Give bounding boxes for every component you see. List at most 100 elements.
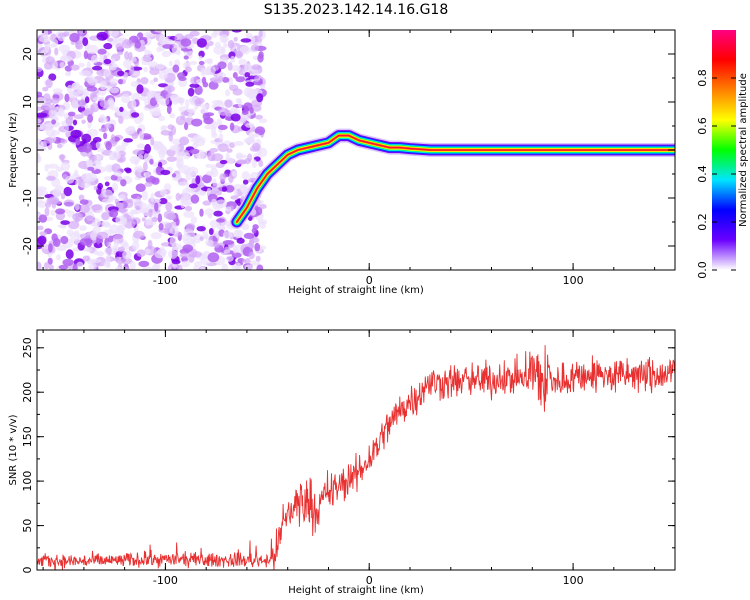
snr-y-tick-label: 50 xyxy=(21,519,34,533)
noise-blob xyxy=(216,218,225,223)
noise-blob xyxy=(150,136,155,146)
noise-blob xyxy=(119,106,124,112)
noise-blob xyxy=(165,202,173,212)
noise-blob xyxy=(65,175,75,184)
noise-blob xyxy=(87,166,95,171)
noise-blob xyxy=(155,63,165,70)
spectrogram-y-tick-label: -10 xyxy=(21,189,34,207)
noise-blob xyxy=(90,104,96,112)
noise-blob xyxy=(217,143,229,152)
noise-blob xyxy=(199,191,207,196)
noise-blob xyxy=(225,255,234,262)
noise-blob xyxy=(202,200,212,206)
noise-blob xyxy=(205,66,211,76)
spectrogram-y-tick-label: -20 xyxy=(21,237,34,255)
noise-blob xyxy=(223,43,228,48)
noise-blob xyxy=(87,114,94,123)
noise-blob xyxy=(134,60,139,67)
noise-blob xyxy=(98,116,108,124)
noise-blob xyxy=(218,133,224,141)
noise-blob xyxy=(41,102,52,111)
noise-blob xyxy=(175,218,180,226)
noise-blob xyxy=(86,77,96,83)
noise-blob xyxy=(180,38,192,47)
noise-blob xyxy=(79,225,87,232)
noise-blob xyxy=(38,35,51,43)
noise-blob xyxy=(147,61,158,68)
noise-blob xyxy=(211,132,218,139)
noise-blob xyxy=(65,249,74,260)
noise-blob xyxy=(37,225,44,231)
noise-blob xyxy=(166,156,177,163)
noise-blob xyxy=(96,31,108,41)
noise-blob xyxy=(176,158,184,167)
noise-blob xyxy=(232,72,238,79)
noise-blob xyxy=(109,156,116,161)
noise-blob xyxy=(156,166,162,173)
noise-blob xyxy=(199,208,204,217)
noise-blob xyxy=(224,109,229,115)
noise-blob xyxy=(199,236,204,241)
noise-blob xyxy=(256,93,264,103)
noise-blob xyxy=(169,145,181,152)
noise-blob xyxy=(85,172,97,182)
noise-blob xyxy=(124,51,130,60)
noise-blob xyxy=(210,164,217,171)
noise-blob xyxy=(205,163,212,168)
noise-blob xyxy=(245,258,251,265)
noise-blob xyxy=(158,223,164,231)
noise-blob xyxy=(46,175,56,181)
noise-blob xyxy=(224,99,233,108)
noise-blob xyxy=(229,122,235,131)
noise-blob xyxy=(156,46,162,53)
noise-blob xyxy=(168,60,173,67)
colorbar-tick-label: 0.2 xyxy=(696,213,709,231)
snr-y-tick-label: 250 xyxy=(21,337,34,358)
noise-blob xyxy=(217,61,227,70)
noise-blob xyxy=(48,264,55,270)
noise-blob xyxy=(117,51,124,56)
noise-blob xyxy=(236,237,245,244)
noise-blob xyxy=(45,78,53,89)
noise-blob xyxy=(243,87,254,97)
noise-blob xyxy=(184,205,193,212)
noise-blob xyxy=(179,136,190,146)
noise-blob xyxy=(179,252,191,258)
noise-blob xyxy=(68,91,79,99)
noise-blob xyxy=(103,58,112,65)
noise-blob xyxy=(230,195,239,200)
noise-blob xyxy=(215,199,228,208)
noise-blob xyxy=(109,87,120,94)
noise-blob xyxy=(60,235,69,245)
noise-blob xyxy=(240,38,252,43)
noise-blob xyxy=(137,154,144,161)
noise-blob xyxy=(96,250,105,257)
noise-blob xyxy=(199,104,211,109)
noise-blob xyxy=(48,73,57,81)
noise-blob xyxy=(57,143,63,149)
noise-blob xyxy=(152,111,162,116)
noise-blob xyxy=(198,60,205,66)
noise-blob xyxy=(57,108,65,118)
noise-blob xyxy=(53,238,61,247)
noise-blob xyxy=(60,220,70,226)
noise-blob xyxy=(121,93,131,104)
noise-blob xyxy=(212,121,218,129)
noise-blob xyxy=(188,183,198,189)
noise-blob xyxy=(105,254,111,264)
noise-blob xyxy=(72,119,78,126)
noise-blob xyxy=(37,140,44,149)
spectrogram-y-tick-label: 0 xyxy=(21,147,34,154)
snr-x-tick-label: -100 xyxy=(153,574,178,587)
noise-blob xyxy=(70,64,80,71)
noise-blob xyxy=(115,266,122,270)
noise-blob xyxy=(162,44,174,49)
noise-blob xyxy=(127,198,133,203)
noise-blob xyxy=(64,93,70,103)
noise-blob xyxy=(251,64,262,70)
noise-blob xyxy=(233,36,238,42)
spectrogram-y-tick-label: 20 xyxy=(21,47,34,61)
noise-blob xyxy=(93,250,99,256)
noise-blob xyxy=(79,70,91,77)
noise-blob xyxy=(187,166,199,176)
